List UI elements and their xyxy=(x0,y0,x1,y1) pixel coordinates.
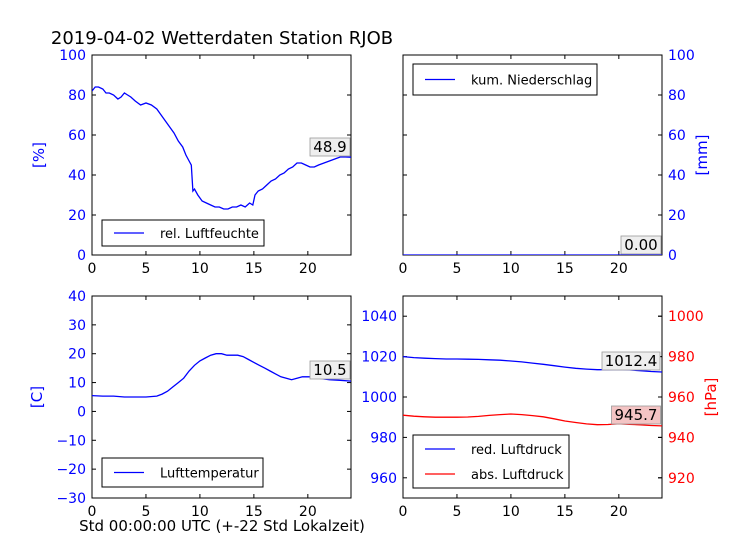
y-right-tick-label: 960 xyxy=(668,390,695,406)
x-tick-label: 5 xyxy=(141,504,150,520)
precipitation-panel: 0 5 10 15 20 0 20 40 60 80 100 [mm] kum. Niederschla… xyxy=(399,48,711,277)
x-tick-label: 0 xyxy=(399,261,408,277)
pressure-panel: 0 5 10 15 20 960 980 1000 1020 1040 920 940 960 980 10… xyxy=(361,295,720,520)
y-tick-label: 1040 xyxy=(361,309,397,325)
x-tick-label: 5 xyxy=(452,504,461,520)
value-annotation-box xyxy=(601,351,661,371)
y-tick-label: 10 xyxy=(68,376,86,392)
y-tick-label: −30 xyxy=(56,491,86,507)
y-right-tick-label: 1000 xyxy=(668,309,704,325)
x-tick-label: 20 xyxy=(299,504,317,520)
y-tick-label: 0 xyxy=(668,248,677,264)
x-tick-label: 10 xyxy=(191,504,209,520)
value-annotation-box xyxy=(309,137,351,157)
legend-label: rel. Luftfeuchte xyxy=(160,227,259,242)
series-line-lufttemperatur xyxy=(92,353,351,398)
value-annotation: 10.5 xyxy=(313,361,346,379)
y-tick-label: 1020 xyxy=(361,350,397,366)
x-tick-label: 15 xyxy=(556,504,574,520)
temperature-panel: 0 5 10 15 20 −30 −20 −10 0 10 20 30 40 [C] Lufttempera… xyxy=(28,289,352,520)
y-tick-label: 960 xyxy=(370,471,397,487)
y-tick-label: 0 xyxy=(77,248,86,264)
y-axis-label: [%] xyxy=(30,142,48,168)
x-axis-label: Std 00:00:00 UTC (+-22 Std Lokalzeit) xyxy=(79,517,365,535)
value-annotation-box xyxy=(611,405,661,425)
y-tick-label: 0 xyxy=(77,404,86,420)
y-tick-label: 20 xyxy=(668,208,686,224)
x-tick-label: 20 xyxy=(610,504,628,520)
legend-label: abs. Luftdruck xyxy=(471,468,564,483)
legend-box xyxy=(101,219,265,247)
y-tick-label: 20 xyxy=(68,347,86,363)
value-annotation: 48.9 xyxy=(313,138,346,156)
y-tick-label: −10 xyxy=(56,433,86,449)
y-tick-label: 40 xyxy=(68,168,86,184)
y-axis-label: [mm] xyxy=(693,135,711,176)
y-tick-label: 80 xyxy=(668,88,686,104)
y-right-tick-label: 940 xyxy=(668,430,695,446)
x-tick-label: 20 xyxy=(610,261,628,277)
x-tick-label: 5 xyxy=(452,261,461,277)
x-tick-label: 0 xyxy=(399,504,408,520)
y-tick-label: 60 xyxy=(668,128,686,144)
y-tick-label: 20 xyxy=(68,208,86,224)
x-tick-label: 0 xyxy=(88,504,97,520)
y-right-tick-label: 920 xyxy=(668,471,695,487)
x-tick-label: 0 xyxy=(88,261,97,277)
figure-title: 2019-04-02 Wetterdaten Station RJOB xyxy=(51,28,393,49)
y-tick-label: 1000 xyxy=(361,390,397,406)
x-tick-label: 15 xyxy=(556,261,574,277)
y-tick-label: 100 xyxy=(59,48,86,64)
value-annotation: 0.00 xyxy=(624,236,657,254)
x-tick-label: 10 xyxy=(191,261,209,277)
value-annotation: 945.7 xyxy=(615,406,658,424)
x-tick-label: 15 xyxy=(245,261,263,277)
value-annotation: 1012.4 xyxy=(605,352,658,370)
y-tick-label: 100 xyxy=(668,48,695,64)
legend-label: red. Luftdruck xyxy=(471,443,562,458)
value-annotation-box xyxy=(309,360,351,380)
x-tick-label: 5 xyxy=(141,261,150,277)
y-tick-label: 980 xyxy=(370,430,397,446)
y-tick-label: 60 xyxy=(68,128,86,144)
x-tick-label: 10 xyxy=(502,504,520,520)
x-tick-label: 20 xyxy=(299,261,317,277)
series-line-rel-luftfeuchte xyxy=(92,86,351,210)
y-axis-label: [hPa] xyxy=(702,378,720,417)
humidity-panel: 0 5 10 15 20 0 20 40 60 80 100 [%] rel. Luftfeuchte 4… xyxy=(30,48,352,277)
value-annotation-box xyxy=(620,235,662,255)
y-axis-label: [C] xyxy=(28,386,46,408)
y-tick-label: 30 xyxy=(68,318,86,334)
y-tick-label: 80 xyxy=(68,88,86,104)
x-tick-label: 10 xyxy=(502,261,520,277)
y-tick-label: 40 xyxy=(668,168,686,184)
legend-box xyxy=(412,434,570,489)
y-right-tick-label: 980 xyxy=(668,350,695,366)
legend-label: Lufttemperatur xyxy=(160,467,259,482)
legend-label: kum. Niederschlag xyxy=(471,74,592,89)
x-tick-label: 15 xyxy=(245,504,263,520)
y-tick-label: 40 xyxy=(68,289,86,305)
y-tick-label: −20 xyxy=(56,462,86,478)
